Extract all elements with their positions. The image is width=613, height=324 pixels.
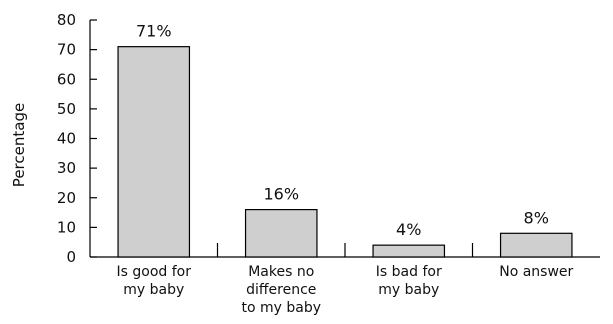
labels: 0 10 20 30 40 50 60 70 80 71% Is good for my baby 16…	[57, 11, 574, 316]
x-tick-label-line: difference	[246, 282, 316, 298]
bar	[244, 209, 318, 258]
bars	[117, 46, 573, 258]
data-label: 8%	[524, 208, 549, 227]
y-tick-label: 70	[57, 41, 76, 59]
bar	[499, 232, 573, 258]
y-tick-label: 40	[57, 130, 76, 148]
x-tick-label-line: Makes no	[248, 264, 314, 280]
data-label: 71%	[136, 22, 172, 41]
x-tick-label: Makes no difference to my baby	[241, 264, 321, 316]
bar	[372, 244, 446, 258]
y-axis-label: Percentage	[10, 103, 28, 187]
x-tick-label-line: No answer	[499, 264, 573, 280]
x-tick-label-line: my baby	[123, 282, 184, 298]
y-tick-label: 50	[57, 100, 76, 118]
x-tick-label-line: Is good for	[117, 264, 192, 280]
data-label: 4%	[396, 220, 421, 239]
data-label: 16%	[263, 185, 299, 204]
x-tick-label-line: my baby	[378, 282, 439, 298]
x-tick-label-line: Is bad for	[376, 264, 442, 280]
y-tick-label: 80	[57, 11, 76, 29]
y-tick-label: 60	[57, 70, 76, 88]
x-tick-label: No answer	[499, 264, 573, 280]
x-tick-label: Is good for my baby	[117, 264, 192, 298]
y-tick-label: 30	[57, 159, 76, 177]
y-tick-label: 10	[57, 218, 76, 236]
x-tick-label-line: to my baby	[241, 300, 321, 316]
bar	[117, 46, 191, 258]
y-tick-label: 0	[66, 248, 76, 266]
x-tick-label: Is bad for my baby	[376, 264, 442, 298]
y-tick-label: 20	[57, 189, 76, 207]
